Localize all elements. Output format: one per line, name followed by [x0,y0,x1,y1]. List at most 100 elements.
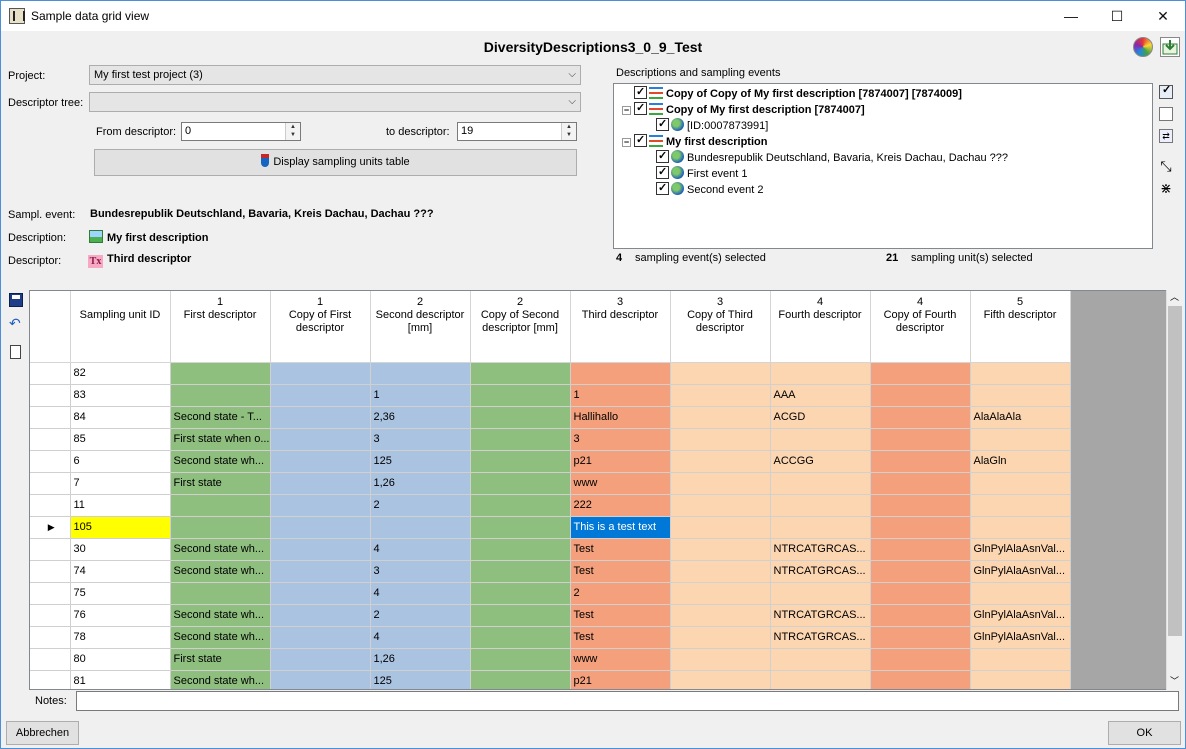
export-icon[interactable] [1160,37,1180,57]
grid-cell[interactable] [170,494,271,517]
table-row[interactable]: 30 Second state wh... 4 Test NTRCATGRCAS... G… [30,538,1071,561]
descriptor-tree-select[interactable]: ⌵ [89,92,581,112]
grid-cell[interactable] [870,648,971,671]
grid-cell[interactable] [470,450,571,473]
grid-cell[interactable]: First state [170,472,271,495]
grid-cell[interactable] [770,516,871,539]
row-header[interactable] [30,362,71,385]
row-header[interactable] [30,494,71,517]
grid-cell[interactable] [770,362,871,385]
grid-cell[interactable]: 1,26 [370,472,471,495]
scroll-down-icon[interactable]: ﹀ [1170,676,1180,686]
sampling-unit-id-cell[interactable]: 75 [70,582,171,605]
project-select[interactable]: My first test project (3) ⌵ [89,65,581,85]
table-row[interactable]: 83 1 1 AAA [30,384,1071,407]
grid-cell[interactable]: Second state wh... [170,604,271,627]
grid-cell[interactable] [270,516,371,539]
grid-cell[interactable]: 4 [370,538,471,561]
grid-cell[interactable] [270,406,371,429]
grid-cell[interactable]: First state [170,648,271,671]
grid-cell[interactable] [470,604,571,627]
grid-cell[interactable] [870,626,971,649]
from-descriptor-input[interactable]: 0 ▲ ▼ [181,122,301,141]
column-header[interactable]: 3 Third descriptor [570,291,671,363]
sampling-unit-id-cell[interactable]: 11 [70,494,171,517]
grid-cell[interactable]: 2 [370,604,471,627]
events-tree[interactable]: Copy of Copy of My first description [78… [613,83,1153,249]
grid-cell[interactable]: GlnPylAlaAsnVal... [970,604,1071,627]
grid-cell[interactable] [170,516,271,539]
checkbox[interactable] [634,100,647,116]
grid-cell[interactable] [270,604,371,627]
grid-cell[interactable] [570,362,671,385]
column-header[interactable]: 2 Copy of Second descriptor [mm] [470,291,571,363]
column-header[interactable]: 1 First descriptor [170,291,271,363]
select-all-icon[interactable]: ✓ [1159,84,1173,99]
tree-node[interactable]: [ID:0007873991] [656,116,768,134]
grid-cell[interactable] [270,472,371,495]
checkbox[interactable] [656,180,669,196]
sampling-unit-id-cell[interactable]: 7 [70,472,171,495]
scroll-up-icon[interactable]: ︿ [1170,292,1180,302]
grid-cell[interactable] [870,538,971,561]
row-header[interactable] [30,626,71,649]
sampling-unit-id-cell[interactable]: 30 [70,538,171,561]
checkbox[interactable] [656,148,669,164]
sampling-unit-id-cell[interactable]: 81 [70,670,171,689]
grid-cell[interactable] [470,428,571,451]
grid-cell[interactable] [670,384,771,407]
tree-node[interactable]: Copy of Copy of My first description [78… [622,84,962,102]
tree-node[interactable]: First event 1 [656,164,748,182]
grid-cell[interactable]: NTRCATGRCAS... [770,626,871,649]
grid-cell[interactable]: 2 [570,582,671,605]
sampling-unit-id-cell[interactable]: 76 [70,604,171,627]
grid-cell[interactable]: NTRCATGRCAS... [770,538,871,561]
grid-cell[interactable] [970,428,1071,451]
grid-cell[interactable] [670,516,771,539]
grid-cell[interactable]: Second state wh... [170,670,271,689]
grid-cell[interactable]: ACGD [770,406,871,429]
grid-cell[interactable] [370,516,471,539]
column-header[interactable]: 2 Second descriptor [mm] [370,291,471,363]
grid-cell[interactable] [670,670,771,689]
table-row[interactable]: 84 Second state - T... 2,36 Hallihallo ACGD A… [30,406,1071,429]
row-header[interactable] [30,582,71,605]
grid-cell[interactable] [970,516,1071,539]
grid-cell[interactable] [270,538,371,561]
table-row[interactable]: 6 Second state wh... 125 p21 ACCGG AlaGln [30,450,1071,473]
sampling-unit-id-cell[interactable]: 105 [70,516,171,539]
grid-cell[interactable] [870,670,971,689]
grid-cell[interactable] [970,670,1071,689]
tree-node[interactable]: −My first description [622,132,767,150]
grid-cell[interactable] [970,384,1071,407]
sampling-unit-id-cell[interactable]: 78 [70,626,171,649]
notes-input[interactable] [76,691,1179,711]
table-row[interactable]: 82 [30,362,1071,385]
grid-cell[interactable]: 1,26 [370,648,471,671]
grid-cell[interactable]: Test [570,538,671,561]
grid-cell[interactable] [870,494,971,517]
sampling-unit-id-cell[interactable]: 6 [70,450,171,473]
grid-cell[interactable] [170,384,271,407]
scrollbar-thumb[interactable] [1168,306,1182,636]
grid-cell[interactable]: Hallihallo [570,406,671,429]
grid-cell[interactable]: 1 [370,384,471,407]
select-none-icon[interactable] [1159,107,1173,121]
maximize-button[interactable]: ☐ [1110,8,1124,24]
row-header[interactable] [30,384,71,407]
checkbox[interactable] [656,116,669,132]
grid-cell[interactable] [470,670,571,689]
grid-cell[interactable]: GlnPylAlaAsnVal... [970,538,1071,561]
undo-icon[interactable]: ↶ [9,315,21,331]
expand-all-icon[interactable]: ⤡ [1160,158,1172,174]
grid-cell[interactable]: First state when o... [170,428,271,451]
save-icon[interactable] [9,293,23,307]
grid-cell[interactable] [670,494,771,517]
column-header[interactable]: 3 Copy of Third descriptor [670,291,771,363]
display-sampling-units-button[interactable]: Display sampling units table [94,149,577,176]
grid-cell[interactable] [970,362,1071,385]
grid-cell[interactable] [470,538,571,561]
grid-cell[interactable] [870,582,971,605]
invert-selection-icon[interactable]: ⇄ [1159,129,1173,143]
grid-cell[interactable]: 2 [370,494,471,517]
